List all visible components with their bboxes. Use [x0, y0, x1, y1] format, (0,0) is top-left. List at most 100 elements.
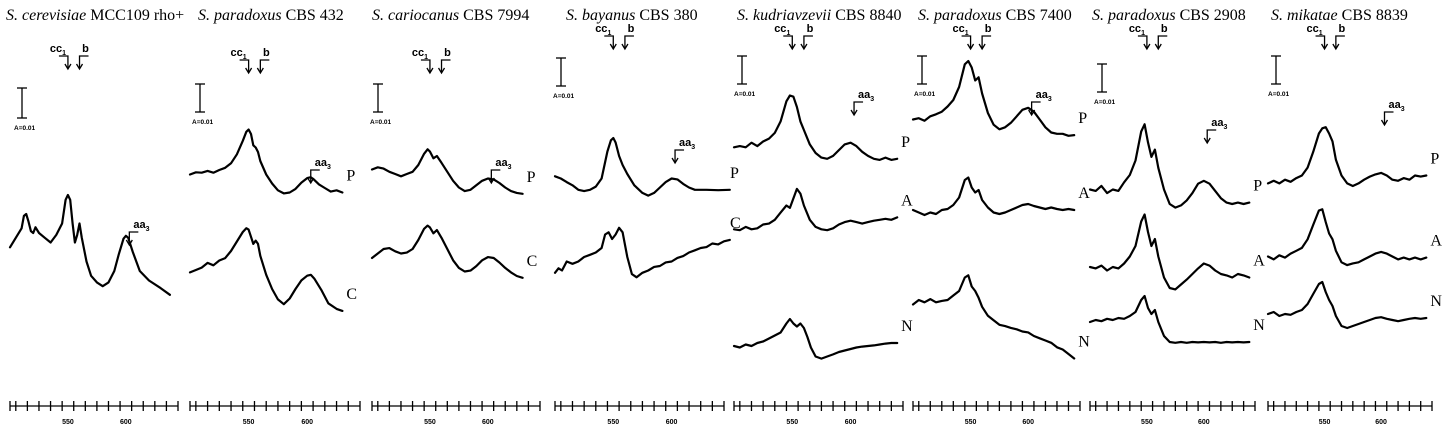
band-c-arrowhead: [788, 43, 796, 51]
strain-name: CBS 8840: [831, 7, 901, 24]
x-tick-label: 550: [1141, 419, 1153, 426]
x-tick-label: 550: [424, 419, 436, 426]
band-b-arrowhead: [256, 67, 264, 75]
band-marker-b: b: [1154, 23, 1168, 51]
band-aa3-subscript: 3: [870, 96, 874, 103]
spectrum-trace: [188, 227, 344, 312]
band-aa3-arrowhead: [671, 157, 679, 165]
band-marker-c: cc1: [1129, 23, 1151, 51]
band-c-arrowhead: [64, 63, 72, 71]
strain-name: CBS 2908: [1176, 7, 1246, 24]
band-aa3-subscript: 3: [1223, 124, 1227, 131]
spectrum-trace: [732, 317, 899, 360]
band-marker-c: cc1: [1306, 23, 1329, 51]
spectrum-panel: S. bayanus CBS 380 A=0.01 cc1 b aa3 P C 550 600: [553, 7, 741, 426]
band-aa3-arrowhead: [1203, 137, 1211, 145]
condition-label: P: [901, 134, 910, 151]
band-b-arrowhead: [621, 43, 629, 51]
band-marker-c: cc1: [412, 47, 434, 75]
condition-label: C: [730, 215, 741, 232]
band-marker-c: cc1: [774, 23, 796, 51]
x-tick-label: 600: [666, 419, 678, 426]
band-c-label: cc1: [953, 23, 969, 37]
band-b-arrow: [259, 59, 270, 72]
x-tick-label: 600: [1198, 419, 1210, 426]
spectrum-trace: [370, 224, 524, 279]
condition-label: C: [527, 253, 538, 270]
panel-title: S. paradoxus CBS 432: [198, 7, 344, 24]
band-marker-aa3: aa3: [850, 89, 874, 117]
band-c-subscript: 1: [1319, 30, 1323, 37]
species-name: S. paradoxus: [918, 7, 1002, 24]
spectrum-trace: [911, 59, 1076, 137]
band-aa3-label: aa3: [1036, 89, 1052, 103]
x-tick-label: 550: [1319, 419, 1331, 426]
band-c-label: cc1: [412, 47, 428, 61]
band-b-label: b: [82, 43, 89, 55]
band-aa3-text: aa: [1036, 89, 1049, 101]
spectrum-trace: [370, 148, 524, 195]
condition-label: A: [1253, 253, 1265, 270]
x-tick-label: 600: [1375, 419, 1387, 426]
band-b-label: b: [807, 23, 814, 35]
panel-title: S. paradoxus CBS 7400: [918, 7, 1072, 24]
band-c-arrow: [1315, 35, 1326, 48]
band-c-text: cc: [1306, 23, 1318, 35]
band-c-label: cc1: [1306, 23, 1322, 37]
band-c-arrowhead: [426, 67, 434, 75]
spectrum-trace: [188, 128, 344, 195]
band-b-arrowhead: [75, 63, 84, 71]
x-tick-label: 600: [120, 419, 132, 426]
band-aa3-text: aa: [679, 137, 692, 149]
band-c-subscript: 1: [243, 54, 247, 61]
condition-label: A: [1430, 233, 1442, 250]
band-aa3-text: aa: [1211, 117, 1224, 129]
scale-label: A=0.01: [1268, 91, 1290, 98]
x-tick-label: 550: [965, 419, 977, 426]
spectrum-trace: [732, 94, 899, 161]
band-aa3-arrowhead: [850, 109, 858, 117]
band-marker-b: b: [75, 43, 89, 71]
band-b-arrowhead: [1154, 43, 1162, 51]
spectrum-trace: [1088, 123, 1251, 209]
band-aa3-text: aa: [315, 157, 328, 169]
condition-label: A: [1078, 185, 1090, 202]
band-c-arrow: [239, 59, 250, 72]
band-c-subscript: 1: [424, 54, 428, 61]
band-b-label: b: [263, 47, 270, 59]
band-aa3-arrow: [1206, 129, 1217, 142]
strain-name: CBS 380: [635, 7, 697, 24]
band-b-arrow: [803, 35, 813, 48]
x-tick-label: 600: [301, 419, 313, 426]
species-name: S. bayanus: [566, 7, 635, 24]
band-marker-aa3: aa3: [671, 137, 695, 165]
band-marker-b: b: [978, 23, 992, 51]
band-marker-c: cc1: [231, 47, 253, 75]
band-c-arrow: [783, 35, 793, 48]
species-name: S. paradoxus: [198, 7, 282, 24]
x-tick-label: 600: [1022, 419, 1034, 426]
condition-label: P: [346, 168, 355, 185]
scale-label: A=0.01: [553, 93, 575, 100]
band-c-arrow: [420, 59, 431, 72]
band-aa3-arrow: [853, 101, 864, 114]
scale-label: A=0.01: [914, 91, 936, 98]
spectrum-panel: S. mikatae CBS 8839 A=0.01 cc1 b aa3 P A N 550 60…: [1266, 7, 1442, 426]
band-b-arrowhead: [1332, 43, 1340, 51]
band-marker-c: cc1: [953, 23, 975, 51]
condition-label: P: [1253, 178, 1262, 195]
strain-name: MCC109 rho+: [86, 7, 184, 24]
x-tick-label: 550: [607, 419, 619, 426]
band-b-arrow: [440, 59, 451, 72]
band-b-arrow: [1335, 35, 1345, 48]
band-c-arrow: [604, 35, 614, 48]
band-aa3-label: aa3: [495, 157, 511, 171]
strain-name: CBS 432: [282, 7, 344, 24]
scale-label: A=0.01: [1094, 99, 1116, 106]
spectrum-panel: S. paradoxus CBS 2908 A=0.01 cc1 b aa3 P A N 550…: [1088, 7, 1265, 426]
band-marker-c: cc1: [595, 23, 617, 51]
band-aa3-subscript: 3: [1401, 106, 1405, 113]
band-aa3-text: aa: [133, 219, 146, 231]
band-c-text: cc: [1129, 23, 1141, 35]
scale-label: A=0.01: [14, 125, 36, 132]
